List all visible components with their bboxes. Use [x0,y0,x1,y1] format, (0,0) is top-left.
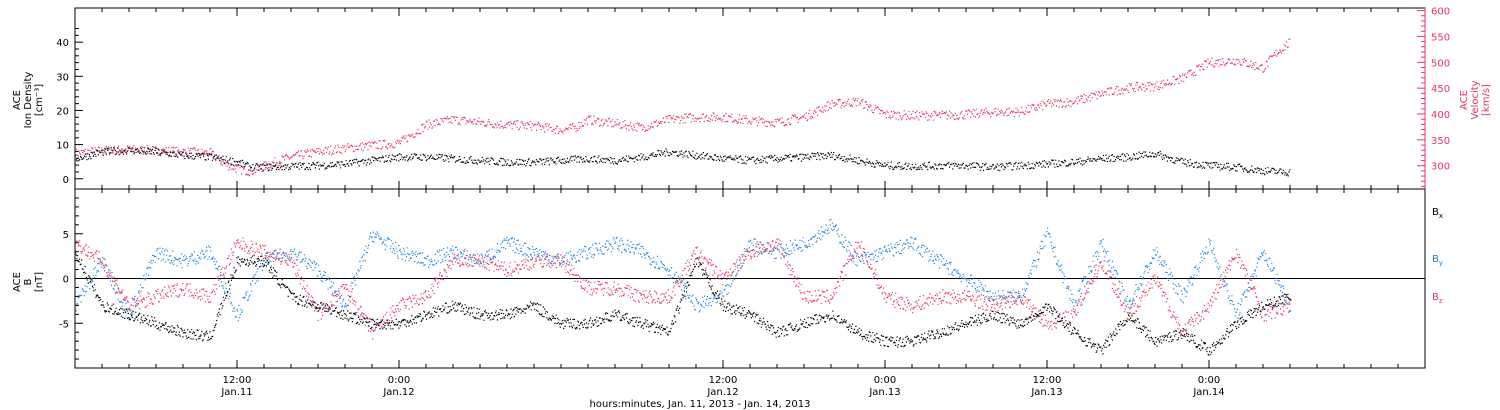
bx-series [75,252,1292,356]
magnetic-field-axis-label: ACE B [nT] [12,272,45,292]
y-tick-label-density: 0 [63,175,69,186]
y-tick-label-velocity: 450 [1431,84,1450,95]
x-tick-label-time: 0:00 [1198,375,1220,386]
legend-item: Bx [1432,207,1443,220]
y-tick-label-b: 0 [63,275,69,286]
legend-item: Bz [1432,292,1443,305]
axis-label-line: [km/s] [1481,84,1492,116]
y-tick-label-velocity: 350 [1431,136,1450,147]
x-tick-label-date: Jan.12 [706,387,738,398]
y-tick-label-velocity: 600 [1431,7,1450,18]
x-tick-label-date: Jan.13 [1030,387,1062,398]
x-tick-label-time: 12:00 [709,375,738,386]
axis-label-line: [nT] [34,272,45,292]
y-tick-label-velocity: 550 [1431,32,1450,43]
magnetic-field-panel: 12:00Jan.110:00Jan.1212:00Jan.120:00Jan.… [59,188,1426,398]
axis-label-line: B [23,278,34,285]
x-tick-label-time: 12:00 [1033,375,1062,386]
axis-label-line: ACE [12,90,23,110]
axis-label-line: Ion Density [23,72,34,129]
axis-label-line: ACE [1459,90,1470,110]
density-series [75,147,1291,177]
legend-subscript: y [1439,259,1443,267]
y-tick-label-velocity: 400 [1431,110,1450,121]
velocity-axis-label: ACE Velocity [km/s] [1459,80,1492,119]
y-tick-label-velocity: 300 [1431,162,1450,173]
x-tick-label-date: Jan.13 [868,387,900,398]
y-tick-label-density: 40 [56,38,69,49]
x-tick-label-time: 0:00 [388,375,410,386]
x-tick-label-time: 12:00 [223,375,252,386]
axis-label-line: ACE [12,272,23,292]
x-tick-label-date: Jan.14 [1192,387,1224,398]
y-tick-label-velocity: 500 [1431,58,1450,69]
x-axis-label: hours:minutes, Jan. 11, 2013 - Jan. 14, … [590,399,811,410]
axis-label-line: [cm⁻³] [34,84,45,116]
legend-subscript: z [1439,297,1443,305]
y-tick-label-b: -5 [59,319,69,330]
x-tick-label-date: Jan.12 [382,387,414,398]
legend-subscript: x [1439,212,1443,220]
density-axis-label: ACE Ion Density [cm⁻³] [12,72,45,129]
y-tick-label-b: 5 [63,230,69,241]
y-tick-label-density: 20 [56,106,69,117]
axis-label-line: Velocity [1470,80,1481,119]
magnetic-field-legend: Bx By Bz [1432,207,1443,305]
y-tick-label-density: 10 [56,141,69,152]
x-tick-label-date: Jan.11 [220,387,252,398]
legend-item: By [1432,254,1443,267]
x-tick-label-time: 0:00 [874,375,896,386]
y-tick-label-density: 30 [56,72,69,83]
